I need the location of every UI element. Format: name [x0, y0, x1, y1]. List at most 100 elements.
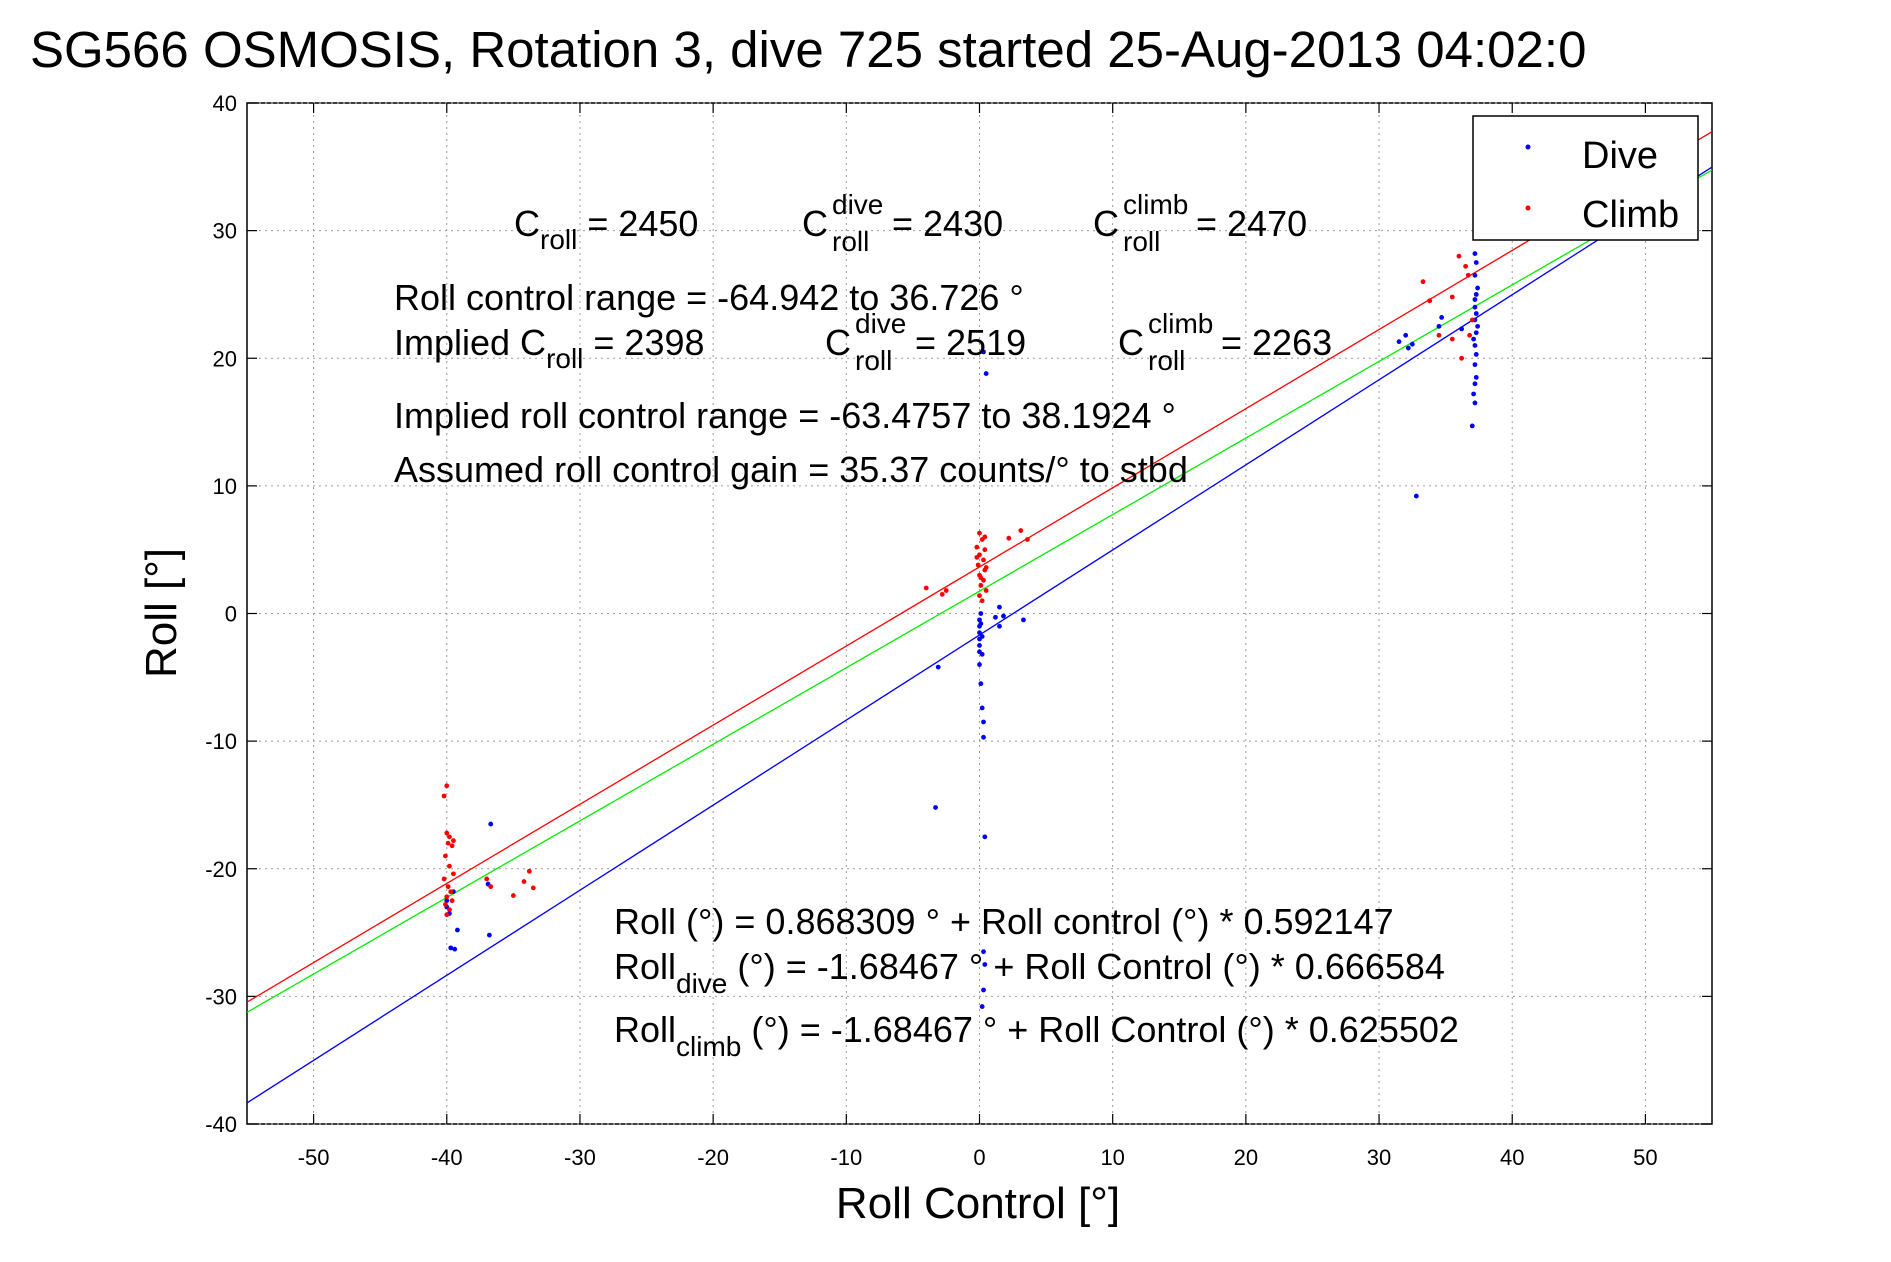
y-tick-label: 40	[213, 91, 237, 116]
y-tick-label: 20	[213, 346, 237, 371]
y-tick-label: -20	[205, 857, 237, 882]
x-tick-label: 40	[1500, 1145, 1524, 1170]
dive-data-point	[977, 630, 982, 636]
dive-data-point	[1475, 323, 1480, 329]
dive-data-point	[981, 349, 986, 355]
climb-data-point	[443, 853, 448, 859]
climb-data-point	[979, 598, 985, 604]
climb-data-point	[441, 876, 447, 882]
dive-data-point	[997, 623, 1002, 629]
dive-data-point	[977, 643, 982, 648]
climb-data-point	[526, 868, 532, 874]
dive-data-point	[1472, 343, 1478, 348]
climb-data-point	[1420, 279, 1426, 285]
dive-data-point	[981, 987, 986, 993]
climb-data-point	[1018, 528, 1024, 533]
climb-data-point	[449, 843, 455, 849]
dive-data-point	[1473, 374, 1479, 380]
climb-data-point	[444, 783, 450, 789]
climb-data-point	[1006, 535, 1012, 541]
dive-data-point	[982, 962, 988, 967]
dive-data-point	[1396, 339, 1402, 345]
implied-range-text: Implied roll control range = -63.4757 to…	[394, 395, 1176, 436]
climb-data-point	[1459, 355, 1465, 361]
dive-data-point	[455, 927, 460, 933]
climb-data-point	[444, 912, 450, 918]
dive-data-point	[1469, 423, 1475, 429]
implied-dive-annotation-sub: roll	[855, 345, 892, 376]
dive-data-point	[981, 734, 986, 740]
climb-data-point	[445, 840, 451, 846]
climb-data-point	[983, 588, 989, 593]
climb-data-point	[510, 893, 516, 898]
c-dive-annotation-value: = 2430	[892, 203, 1003, 244]
dive-data-point	[1403, 332, 1409, 338]
dive-data-point	[1409, 341, 1415, 347]
climb-data-point	[1467, 332, 1473, 338]
dive-data-point	[977, 617, 982, 623]
climb-data-point	[521, 879, 527, 884]
climb-data-point	[530, 885, 536, 891]
y-tick-label: -10	[205, 729, 237, 754]
x-tick-label: -20	[697, 1145, 729, 1170]
dive-data-point	[935, 664, 941, 670]
dive-data-point	[933, 805, 938, 810]
climb-data-point	[939, 591, 945, 597]
implied-c-roll-annotation: Implied Croll = 2398	[394, 322, 705, 374]
dive-data-point	[1472, 297, 1478, 302]
dive-data-point	[1473, 352, 1479, 357]
dive-data-point	[488, 821, 494, 827]
y-tick-label: 0	[225, 602, 237, 627]
climb-data-point	[1469, 317, 1475, 323]
x-tick-label: -30	[564, 1145, 596, 1170]
dive-data-point	[452, 946, 458, 952]
assumed-gain-text: Assumed roll control gain = 35.37 counts…	[394, 449, 1188, 490]
legend-dive-marker	[1525, 144, 1531, 150]
fit-all-equation: Roll (°) = 0.868309 ° + Roll control (°)…	[614, 901, 1394, 942]
climb-data-point	[977, 530, 982, 536]
climb-data-point	[1463, 263, 1469, 269]
c-climb-annotation-sup: climb	[1123, 189, 1188, 220]
climb-data-point	[1449, 294, 1455, 300]
dive-data-point	[1001, 613, 1006, 619]
dive-data-point	[1439, 315, 1445, 320]
dive-data-point	[983, 371, 989, 376]
dive-data-point	[979, 705, 985, 711]
dive-data-point	[1413, 493, 1419, 499]
dive-data-point	[981, 949, 986, 955]
climb-data-point	[451, 838, 456, 844]
fit-climb-equation: Rollclimb (°) = -1.68467 ° + Roll Contro…	[614, 1009, 1459, 1062]
climb-data-point	[977, 593, 982, 599]
x-tick-label: 30	[1367, 1145, 1391, 1170]
legend: Dive Climb	[1472, 115, 1699, 241]
climb-data-point	[974, 554, 980, 560]
implied-dive-annotation-label: C	[825, 322, 851, 363]
climb-data-point	[445, 884, 451, 890]
chart-title: SG566 OSMOSIS, Rotation 3, dive 725 star…	[30, 21, 1586, 78]
dive-data-point	[978, 621, 984, 627]
dive-data-point	[1472, 381, 1478, 387]
implied-climb-annotation-sup: climb	[1148, 308, 1213, 339]
dive-data-point	[1471, 336, 1477, 342]
dive-data-point	[1472, 362, 1478, 368]
dive-data-point	[993, 614, 998, 620]
climb-data-point	[443, 902, 448, 907]
data-points	[441, 251, 1480, 1009]
y-tick-label: 30	[213, 219, 237, 244]
climb-data-point	[943, 588, 949, 593]
climb-data-point	[974, 544, 980, 550]
climb-data-point	[1449, 336, 1455, 342]
x-tick-label: 10	[1100, 1145, 1124, 1170]
climb-data-point	[978, 583, 984, 588]
x-tick-label: 20	[1234, 1145, 1258, 1170]
climb-data-point	[923, 585, 929, 591]
climb-data-point	[447, 863, 452, 869]
climb-data-point	[451, 871, 456, 877]
dive-data-point	[1472, 272, 1478, 278]
c-dive-annotation-label: C	[802, 203, 828, 244]
climb-data-point	[484, 876, 490, 882]
implied-dive-annotation-sup: dive	[855, 308, 906, 339]
dive-data-point	[997, 604, 1002, 610]
axis-ticks: -50 -40 -30 -20 -10 0 10 20 30 40 50 -40 -30 -20 -10 0 1…	[205, 91, 1712, 1170]
